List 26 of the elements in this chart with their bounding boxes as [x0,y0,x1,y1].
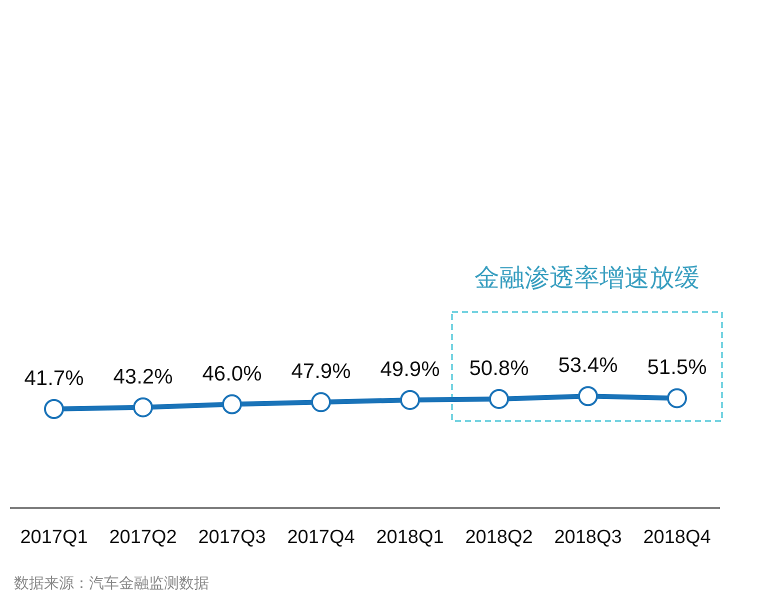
data-label: 53.4% [558,354,618,378]
point [578,386,598,406]
data-label: 51.5% [647,356,707,380]
data-label: 43.2% [113,365,173,388]
point [133,397,153,418]
point [400,390,420,410]
point [222,394,242,414]
source-note: 数据来源：汽车金融监测数据 [14,575,209,592]
x-tick-label: 2018Q1 [376,527,444,548]
x-tick-label: 2017Q1 [20,527,88,548]
point [311,392,331,412]
x-tick-label: 2017Q2 [109,527,177,548]
x-tick-label: 2017Q3 [198,527,266,548]
point [667,388,687,408]
data-label: 46.0% [202,362,262,386]
x-tick-label: 2018Q4 [643,527,712,548]
point [489,388,509,409]
point [44,399,64,419]
x-tick-label: 2018Q2 [465,527,533,548]
x-tick-label: 2017Q4 [287,527,356,548]
data-label: 41.7% [24,367,84,390]
data-label: 50.8% [469,356,529,380]
data-label: 49.9% [380,358,440,381]
text: 金融渗透率增速放缓 [474,264,700,292]
x-tick-label: 2018Q3 [554,527,622,548]
data-label: 47.9% [291,360,351,384]
